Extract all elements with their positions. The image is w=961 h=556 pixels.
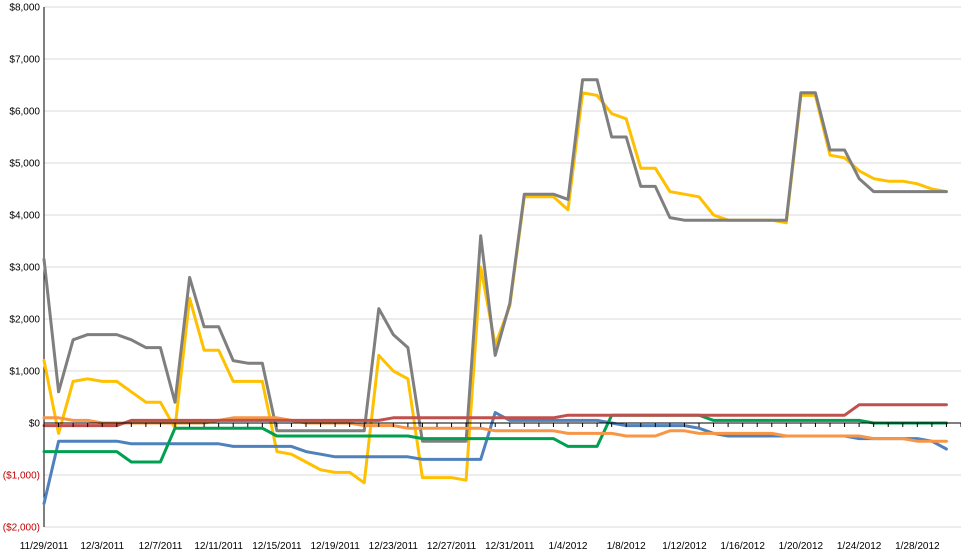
x-tick-label: 12/11/2011	[194, 541, 243, 552]
y-tick-label: $4,000	[9, 211, 40, 222]
x-tick-label: 12/7/2011	[139, 541, 183, 552]
x-tick-label: 12/31/2011	[485, 541, 535, 552]
x-tick-label: 1/12/2012	[662, 541, 707, 552]
x-tick-label: 1/20/2012	[779, 541, 824, 552]
x-tick-label: 1/4/2012	[549, 541, 588, 552]
y-tick-label: $5,000	[9, 159, 40, 170]
x-tick-label: 11/29/2011	[20, 541, 69, 552]
y-tick-label: $6,000	[9, 107, 40, 118]
x-tick-label: 12/27/2011	[427, 541, 477, 552]
y-axis: ($2,000) ($1,000) $0 $1,000 $2,000 $3,000 $4,0…	[3, 3, 45, 534]
y-tick-label: $8,000	[9, 3, 40, 14]
x-tick-label: 12/19/2011	[310, 541, 360, 552]
x-tick-label: 1/8/2012	[607, 541, 646, 552]
series-line-6	[42, 403, 948, 428]
series-line-2	[42, 78, 948, 443]
y-tick-label: $2,000	[9, 315, 40, 326]
y-tick-label: $1,000	[9, 367, 40, 378]
x-tick-label: 12/15/2011	[252, 541, 302, 552]
y-tick-label: $7,000	[9, 55, 40, 66]
x-tick-label: 1/24/2012	[837, 541, 882, 552]
series-line-4	[42, 413, 948, 464]
x-tick-label: 12/23/2011	[369, 541, 419, 552]
x-tick-label: 1/16/2012	[720, 541, 765, 552]
y-tick-label: ($1,000)	[3, 471, 40, 482]
x-axis: 11/29/2011 12/3/2011 12/7/2011 12/11/2011 12…	[20, 422, 961, 552]
series-lines	[42, 78, 948, 506]
x-tick-label: 12/3/2011	[80, 541, 124, 552]
y-tick-label: $3,000	[9, 263, 40, 274]
x-tick-label: 1/28/2012	[895, 541, 940, 552]
y-tick-label: $0	[29, 419, 41, 430]
y-tick-label: ($2,000)	[3, 523, 40, 534]
gridlines	[44, 6, 961, 528]
